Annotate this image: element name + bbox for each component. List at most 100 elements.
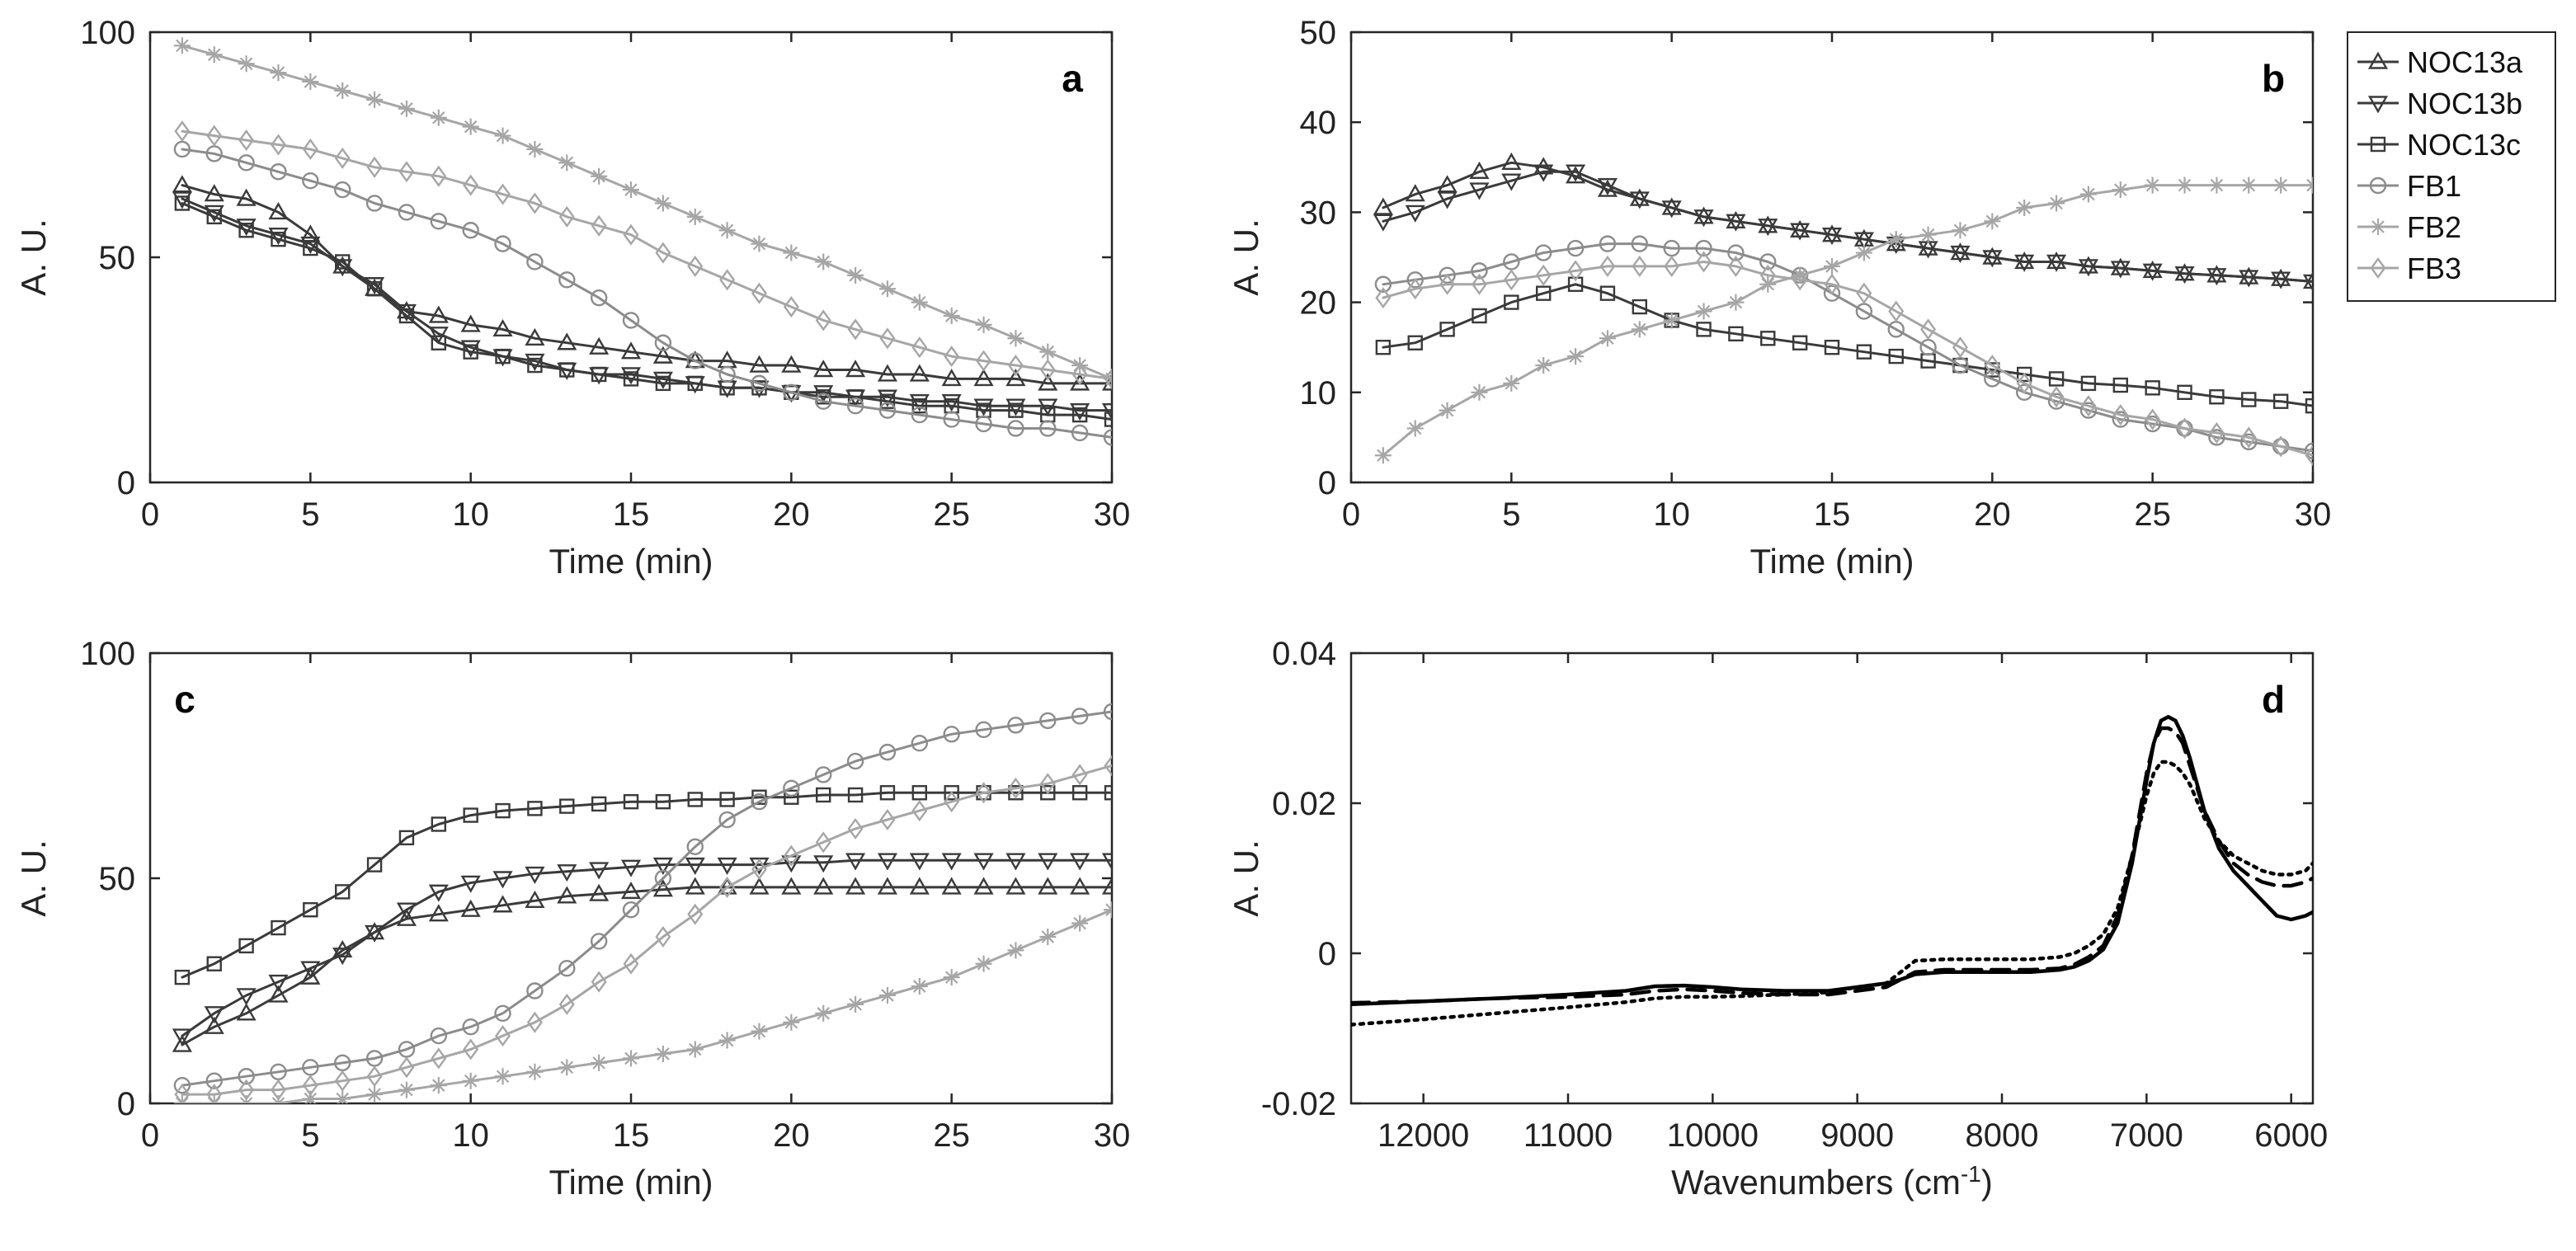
- data-point-fb3: [1759, 264, 1776, 286]
- data-point-fb1: [975, 415, 992, 433]
- data-point-noc13b: [973, 853, 994, 871]
- data-point-noc13b: [557, 864, 577, 882]
- data-point-noc13c: [623, 371, 639, 387]
- data-point-fb2: [2079, 186, 2097, 203]
- data-point-fb3: [334, 1070, 351, 1092]
- legend-item: NOC13b: [2357, 87, 2522, 120]
- plot-area: [1349, 31, 2315, 484]
- data-point-noc13c: [655, 375, 671, 392]
- data-point-fb3: [334, 147, 351, 169]
- data-point-noc13b: [1405, 205, 1425, 223]
- legend-label: NOC13a: [2407, 45, 2523, 79]
- data-point-noc13a: [1101, 877, 1112, 895]
- data-point-fb1: [2015, 383, 2033, 401]
- data-point-fb1: [2240, 433, 2258, 451]
- data-point-fb2: [1984, 213, 2001, 230]
- data-point-noc13c: [2048, 371, 2065, 387]
- data-point-fb2: [911, 294, 928, 311]
- data-point-noc13c: [1472, 308, 1487, 324]
- y-axis-title: A. U.: [1227, 219, 1265, 295]
- data-point-fb3: [783, 296, 799, 318]
- data-point-fb2: [1727, 294, 1745, 311]
- data-point-noc13a: [1469, 161, 1490, 179]
- data-point-noc13c: [527, 801, 543, 816]
- data-point-noc13b: [1790, 223, 1811, 241]
- data-point-fb1: [462, 222, 479, 239]
- data-point-noc13b: [2206, 268, 2227, 286]
- series-line-fb2: [181, 44, 1112, 380]
- data-point-noc13b: [332, 259, 353, 277]
- data-point-noc13a: [1373, 197, 1393, 215]
- data-point-noc13c: [527, 357, 543, 374]
- y-tick-label: -0.02: [1261, 1086, 1336, 1122]
- data-point-fb2: [1695, 303, 1712, 320]
- data-point-noc13a: [396, 908, 417, 926]
- chart-panel-b: 0 5 10 15 20 25 30 0 10 20 30 40 50 Time (min) A. U. b: [1227, 15, 2331, 581]
- x-tick-label: 5: [1502, 496, 1520, 533]
- legend: NOC13a NOC13b NOC13c FB1 FB2 FB3: [2347, 31, 2556, 302]
- data-point-fb2: [1503, 374, 1520, 392]
- plot-area: [1349, 651, 2315, 1105]
- data-point-noc13a: [652, 346, 673, 364]
- data-point-fb1: [846, 752, 864, 770]
- data-point-fb2: [2272, 176, 2290, 194]
- series-line-noc13c: [181, 202, 1112, 421]
- data-point-fb3: [2048, 386, 2065, 408]
- data-point-fb2: [847, 995, 864, 1013]
- series-line-dotted-2: [1351, 760, 2313, 1027]
- data-point-noc13b: [717, 857, 737, 876]
- data-point-noc13a: [300, 966, 321, 985]
- legend-label: FB2: [2407, 210, 2461, 244]
- data-point-fb2: [398, 1081, 415, 1098]
- data-point-fb1: [815, 766, 832, 783]
- data-point-fb1: [878, 402, 897, 419]
- y-tick-label: 0.02: [1272, 786, 1336, 822]
- data-point-fb3: [1824, 273, 1840, 295]
- data-point-fb2: [686, 1041, 704, 1058]
- data-point-fb2: [815, 1004, 832, 1022]
- y-tick-label: 0: [117, 465, 135, 501]
- data-point-fb2: [911, 978, 928, 995]
- data-point-fb1: [943, 726, 960, 743]
- data-point-fb3: [238, 1079, 255, 1101]
- data-point-noc13c: [719, 792, 735, 807]
- data-point-noc13c: [463, 807, 478, 823]
- data-point-fb2: [1824, 257, 1840, 275]
- series-line-fb1: [181, 710, 1112, 1087]
- data-point-fb3: [1104, 368, 1112, 390]
- data-point-fb1: [718, 365, 736, 383]
- data-point-noc13a: [813, 877, 834, 895]
- data-point-fb1: [590, 289, 608, 307]
- y-tick-label: 0: [117, 1086, 135, 1122]
- data-point-fb3: [526, 1011, 543, 1033]
- data-point-fb3: [1792, 269, 1808, 291]
- data-point-fb3: [623, 952, 639, 975]
- data-point-noc13c: [911, 785, 928, 801]
- data-point-fb1: [205, 1072, 223, 1089]
- data-point-noc13c: [335, 884, 351, 900]
- data-point-fb1: [526, 253, 544, 270]
- data-point-fb1: [943, 411, 960, 428]
- data-point-fb2: [975, 316, 992, 333]
- data-point-noc13a: [909, 877, 930, 895]
- data-point-fb3: [431, 1047, 447, 1070]
- data-point-fb2: [878, 280, 896, 298]
- data-point-noc13a: [973, 369, 994, 387]
- data-point-fb3: [302, 1075, 318, 1097]
- data-point-fb1: [558, 271, 576, 289]
- data-point-fb1: [494, 1004, 511, 1023]
- data-point-noc13c: [1760, 331, 1776, 346]
- panel-letter: b: [2262, 57, 2285, 100]
- data-point-fb1: [2208, 429, 2225, 446]
- data-point-noc13b: [1070, 402, 1090, 421]
- data-point-fb1: [1039, 420, 1057, 437]
- data-point-fb1: [1759, 253, 1777, 270]
- y-tick-label: 40: [1300, 105, 1337, 141]
- y-tick-label: 50: [99, 861, 136, 897]
- series-line-solid-0: [1351, 715, 2313, 1007]
- x-tick-label: 15: [1814, 496, 1851, 533]
- data-point-fb2: [2016, 199, 2033, 216]
- data-point-noc13b: [909, 853, 930, 871]
- data-point-noc13a: [396, 301, 417, 319]
- y-tick-label: 20: [1300, 285, 1337, 322]
